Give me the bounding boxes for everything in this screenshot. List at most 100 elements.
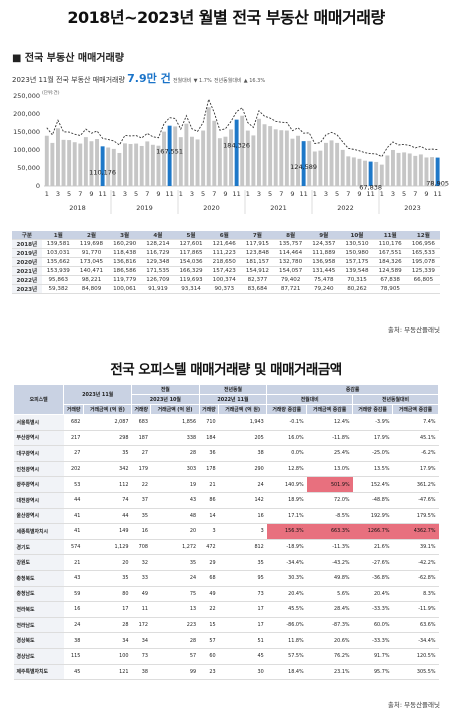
table-cell: -11.8%: [306, 430, 353, 447]
table-cell: 23: [199, 664, 219, 681]
table-cell: 100: [83, 648, 132, 665]
bar: [89, 141, 94, 186]
table-cell: 1,272: [150, 539, 200, 556]
table-cell: 44: [63, 492, 84, 509]
table-cell: 205: [218, 430, 267, 447]
subtitle-value: 7.9만 건: [127, 72, 171, 85]
x-tick-label: 9: [156, 190, 160, 198]
y-tick-label: 50,000: [17, 164, 40, 172]
bar: [329, 140, 334, 186]
bar: [413, 155, 418, 186]
table-cell: 53: [63, 476, 84, 493]
table-row: 충청북도 43 35 33 24 68 95 30.3% 49.8% -36.8% -62.8%: [13, 570, 439, 587]
table-cell: 12.4%: [306, 414, 353, 431]
x-tick-label: 3: [257, 190, 261, 198]
table-cell: 16.0%: [266, 430, 307, 447]
table-cell: 2023년: [12, 284, 42, 295]
table-header-cell: 거래량: [63, 404, 84, 415]
table-header-cell: 증감률: [266, 384, 439, 395]
x-tick-label: 11: [299, 190, 307, 198]
table-cell: 18.4%: [266, 664, 307, 681]
table-cell: 149: [83, 523, 132, 540]
table-cell: 121: [83, 664, 132, 681]
bar: [296, 135, 300, 186]
table-cell: 3: [199, 523, 219, 540]
table-row: 2021년 153,939 140,471 186,586 171,535 166,329…: [12, 266, 440, 277]
table-row: 강원도 21 20 32 35 29 35 -34.4% -43.2% -27.6% -42.2%: [13, 554, 439, 571]
table-cell: 202: [63, 461, 84, 478]
table-cell: 48: [150, 508, 200, 525]
x-tick-label: 1: [380, 190, 384, 198]
table-row: 2020년 135,662 173,045 136,816 129,348 154,036…: [12, 257, 440, 268]
highlight-value-label: 184,326: [223, 142, 250, 150]
x-tick-label: 9: [223, 190, 227, 198]
bar: [167, 125, 172, 186]
x-tick-label: 11: [98, 190, 106, 198]
table-cell: 8.3%: [392, 586, 439, 603]
table-cell: 17: [218, 617, 267, 634]
table-cell: 173,045: [74, 257, 109, 268]
table-cell: -25.0%: [352, 445, 393, 462]
table-cell: 179.5%: [392, 508, 439, 525]
bar: [106, 147, 111, 186]
mom-value: ▼ 1.7%: [193, 78, 212, 84]
table-header-cell: 9월: [307, 231, 341, 241]
table-cell: 195,078: [406, 257, 440, 268]
table-cell: 강원도: [13, 554, 64, 571]
table-cell: 91.7%: [352, 648, 393, 665]
table-header-cell: 거래금액 (억 원): [150, 404, 200, 415]
table-cell: 22: [199, 601, 219, 618]
table-cell: 708: [131, 539, 151, 556]
table-header-cell: 전월대비: [266, 394, 354, 405]
table-cell: 15: [199, 617, 219, 634]
yoy-label: 전년동월대비: [213, 78, 242, 84]
table-header-cell: 4월: [141, 231, 175, 241]
table-header-cell: 전월: [131, 384, 200, 395]
table-cell: 124,357: [307, 239, 341, 250]
table-cell: -87.3%: [306, 617, 353, 634]
table-cell: 361.2%: [392, 476, 439, 493]
table-header-row: 거래량 거래금액 (억 원) 거래량 거래금액 (억 원) 거래량 거래금액 (억 원) 거…: [14, 404, 440, 415]
table-row: 울산광역시 41 44 35 48 14 16 17.1% -8.5% 192.9% 179.5%: [13, 508, 439, 525]
bar: [150, 144, 155, 186]
table-header-cell: 거래량 증감률: [266, 404, 308, 415]
bar: [290, 138, 295, 186]
table-cell: 157,175: [340, 257, 374, 268]
table-cell: 118,438: [108, 248, 142, 259]
table-cell: 100,061: [108, 284, 142, 295]
table-cell: 135,757: [274, 239, 308, 250]
table-cell: 79,402: [274, 275, 308, 286]
table-row: 부산광역시 217 298 187 338 184 205 16.0% -11.8% 17.9% 4…: [13, 430, 439, 447]
table-cell: -34.4%: [392, 632, 439, 649]
table-cell: 대구광역시: [13, 445, 64, 462]
table-cell: 19: [150, 476, 200, 493]
table-cell: 17.9%: [392, 461, 439, 478]
table-cell: 38: [63, 632, 84, 649]
table-cell: 116,729: [141, 248, 175, 259]
table-cell: -43.2%: [306, 554, 353, 571]
bar: [123, 143, 127, 186]
table-cell: 129,348: [141, 257, 175, 268]
table-cell: 114,464: [274, 248, 308, 259]
table-cell: -47.6%: [392, 492, 439, 509]
table-cell: 57: [199, 632, 219, 649]
bar: [273, 129, 278, 186]
table-cell: 100,374: [207, 275, 241, 286]
x-tick-label: 11: [433, 190, 441, 198]
table-cell: -27.6%: [352, 554, 393, 571]
table-cell: 73: [131, 648, 151, 665]
table-cell: 184: [199, 430, 219, 447]
table-cell: 22: [131, 476, 151, 493]
table-cell: 86: [199, 492, 219, 509]
table-cell: 29: [199, 554, 219, 571]
table-cell: 160,290: [108, 239, 142, 250]
table-cell: 2021년: [12, 266, 42, 277]
table-row: 대구광역시 27 35 27 28 36 38 0.0% 25.4% -25.0% -6.2%: [13, 445, 439, 462]
table-cell: 5.6%: [306, 586, 353, 603]
x-tick-label: 7: [145, 190, 149, 198]
table-cell: 32: [131, 554, 151, 571]
table-cell: 1,129: [83, 539, 132, 556]
bar: [368, 161, 373, 186]
x-tick-label: 5: [134, 190, 138, 198]
table-cell: 경기도: [13, 539, 64, 556]
